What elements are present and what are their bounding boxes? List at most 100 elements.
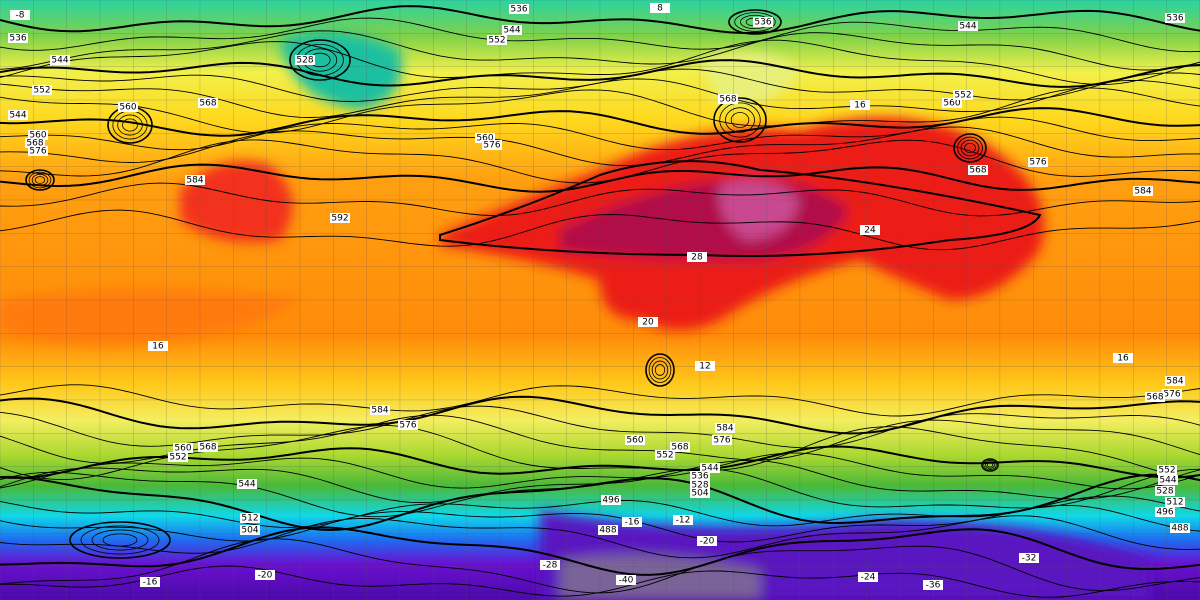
height-label-bg xyxy=(1155,507,1175,517)
temperature-label: -8 xyxy=(16,11,25,21)
contour-line xyxy=(0,182,1200,217)
closed-contour xyxy=(645,353,675,387)
height-label-bg xyxy=(173,443,193,453)
temperature-label-bg xyxy=(140,577,160,587)
height-label-bg xyxy=(1155,486,1175,496)
height-label: 560 xyxy=(476,134,493,144)
height-label: 528 xyxy=(1156,487,1173,497)
contour-line xyxy=(0,452,1200,490)
temperature-label-bg xyxy=(616,575,636,585)
height-label: 552 xyxy=(1158,466,1175,476)
closed-contour xyxy=(964,142,976,154)
height-label-bg xyxy=(1162,389,1182,399)
height-label: 488 xyxy=(599,526,616,536)
temperature-label-bg xyxy=(1113,353,1133,363)
temperature-label: -16 xyxy=(143,578,158,588)
height-label-bg xyxy=(240,525,260,535)
closed-contour xyxy=(102,533,138,547)
height-label: 560 xyxy=(174,444,191,454)
closed-contour xyxy=(713,97,767,143)
closed-contour xyxy=(289,39,351,81)
closed-contour xyxy=(34,176,46,184)
contour-line xyxy=(0,87,1200,134)
height-label-bg xyxy=(1145,392,1165,402)
temperature-label-bg xyxy=(858,572,878,582)
temperature-label-bg xyxy=(923,580,943,590)
height-label-bg xyxy=(1165,376,1185,386)
height-label: 544 xyxy=(9,111,26,121)
contour-line xyxy=(0,126,1200,167)
height-label: 584 xyxy=(1166,377,1183,387)
height-label-bg xyxy=(185,175,205,185)
height-label-bg xyxy=(753,17,773,27)
height-label-bg xyxy=(700,463,720,473)
contour-line xyxy=(0,565,1200,598)
contour-line xyxy=(0,139,1200,184)
contour-line xyxy=(439,160,1042,257)
closed-contour xyxy=(122,118,138,132)
contour-line xyxy=(0,107,1200,137)
contour-line xyxy=(0,5,1200,35)
temperature-label-bg xyxy=(697,536,717,546)
closed-contour xyxy=(80,525,160,555)
temperature-label: -28 xyxy=(543,561,558,571)
height-label-bg xyxy=(240,513,260,523)
contour-line xyxy=(0,395,1200,435)
height-label-bg xyxy=(32,85,52,95)
closed-contour xyxy=(957,136,983,160)
contour-line xyxy=(0,526,1200,576)
height-label: 552 xyxy=(169,453,186,463)
height-label-bg xyxy=(598,525,618,535)
temperature-label: -20 xyxy=(700,537,715,547)
closed-contour xyxy=(953,133,987,163)
temperature-label-bg xyxy=(540,560,560,570)
temperature-label: 28 xyxy=(691,253,703,263)
height-label: 504 xyxy=(691,489,708,499)
closed-contour xyxy=(986,462,994,468)
height-label: 584 xyxy=(371,406,388,416)
contour-line xyxy=(0,209,1200,251)
height-label-bg xyxy=(370,405,390,415)
height-label-bg xyxy=(958,21,978,31)
height-label-bg xyxy=(487,35,507,45)
closed-contour xyxy=(734,12,776,32)
height-label: 552 xyxy=(656,451,673,461)
height-label: 576 xyxy=(713,436,730,446)
height-label-bg xyxy=(330,213,350,223)
height-label-bg xyxy=(295,55,315,65)
temperature-label: -40 xyxy=(619,576,634,586)
height-label-bg xyxy=(953,90,973,100)
height-label-bg xyxy=(237,479,257,489)
closed-contour xyxy=(117,114,143,136)
height-label: 488 xyxy=(1171,524,1188,534)
contour-line xyxy=(0,473,1200,532)
height-label: 528 xyxy=(691,481,708,491)
closed-contour xyxy=(651,360,669,380)
height-label: 576 xyxy=(1163,390,1180,400)
height-label-bg xyxy=(1158,475,1178,485)
height-label-bg xyxy=(25,138,45,148)
height-label: 544 xyxy=(959,22,976,32)
height-label-bg xyxy=(1170,523,1190,533)
closed-contour xyxy=(981,458,999,472)
height-label-bg xyxy=(475,133,495,143)
temperature-label-bg xyxy=(650,3,670,13)
height-label-bg xyxy=(198,442,218,452)
height-label: 496 xyxy=(1156,508,1173,518)
height-label-bg xyxy=(670,442,690,452)
height-label: 592 xyxy=(331,214,348,224)
temperature-label-bg xyxy=(687,252,707,262)
height-label-bg xyxy=(655,450,675,460)
contour-line xyxy=(0,39,1200,85)
closed-contour xyxy=(719,102,761,138)
height-label-bg xyxy=(482,140,502,150)
temperature-label-bg xyxy=(10,10,30,20)
contour-line xyxy=(0,538,1200,594)
height-label-bg xyxy=(8,110,28,120)
temperature-label: 12 xyxy=(699,362,710,372)
height-label: 584 xyxy=(716,424,733,434)
contour-line xyxy=(0,78,1200,118)
height-label: 512 xyxy=(241,514,258,524)
